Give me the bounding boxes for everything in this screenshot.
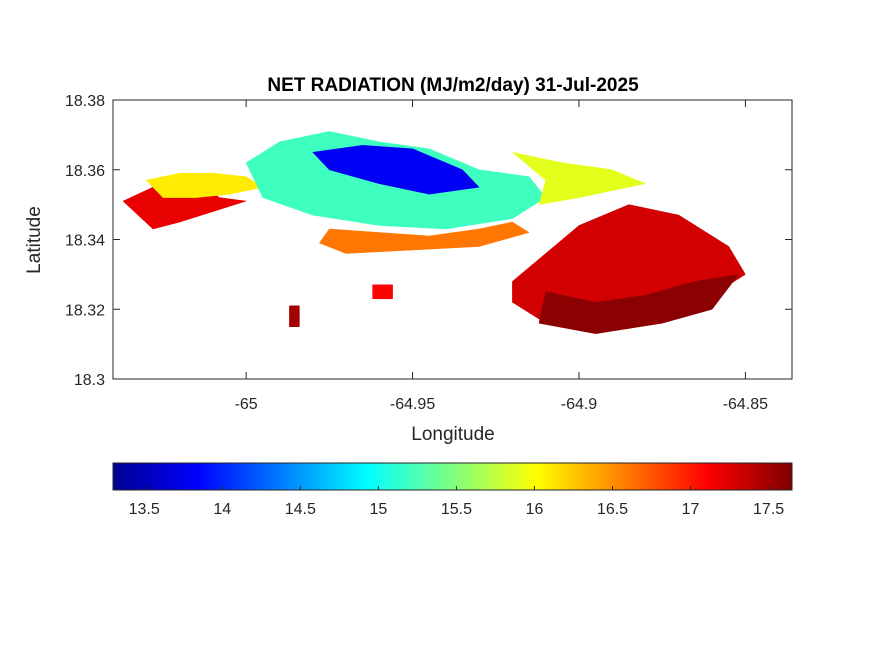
x-tick-label: -65 xyxy=(235,396,258,413)
colorbar-tick-label: 15.5 xyxy=(441,501,472,518)
heat-region-6 xyxy=(512,152,647,205)
heat-region-4 xyxy=(312,145,480,195)
colorbar-tick-label: 14.5 xyxy=(285,501,316,518)
colorbar-ticks: 13.5 14 14.5 15 15.5 16 16.5 17 17.5 xyxy=(129,486,784,518)
x-tick-label: -64.9 xyxy=(561,396,598,413)
x-axis: -65 -64.95 -64.9 -64.85 xyxy=(235,100,768,413)
x-tick-label: -64.95 xyxy=(390,396,435,413)
y-tick-label: 18.3 xyxy=(74,372,105,389)
y-tick-label: 18.32 xyxy=(65,302,105,319)
chart-title: NET RADIATION (MJ/m2/day) 31-Jul-2025 xyxy=(267,75,639,96)
x-tick-label: -64.85 xyxy=(723,396,768,413)
heat-region-8 xyxy=(538,274,740,334)
colorbar-tick-label: 13.5 xyxy=(129,501,160,518)
y-tick-label: 18.38 xyxy=(65,93,105,110)
colorbar-tick-label: 16 xyxy=(526,501,544,518)
colorbar-tick-label: 15 xyxy=(369,501,387,518)
y-axis-label: Latitude xyxy=(24,206,45,274)
colorbar-tick-label: 14 xyxy=(213,501,231,518)
colorbar xyxy=(112,462,793,491)
y-axis: 18.3 18.32 18.34 18.36 18.38 xyxy=(65,93,792,389)
x-axis-label: Longitude xyxy=(411,424,494,445)
y-tick-label: 18.36 xyxy=(65,163,105,180)
heatmap-layer xyxy=(122,131,746,334)
heat-region-9 xyxy=(372,284,393,300)
colorbar-tick-label: 17 xyxy=(682,501,700,518)
heat-region-10 xyxy=(289,305,300,327)
colorbar-tick-label: 17.5 xyxy=(753,501,784,518)
colorbar-tick-label: 16.5 xyxy=(597,501,628,518)
heat-region-5 xyxy=(319,221,530,254)
y-tick-label: 18.34 xyxy=(65,233,105,250)
